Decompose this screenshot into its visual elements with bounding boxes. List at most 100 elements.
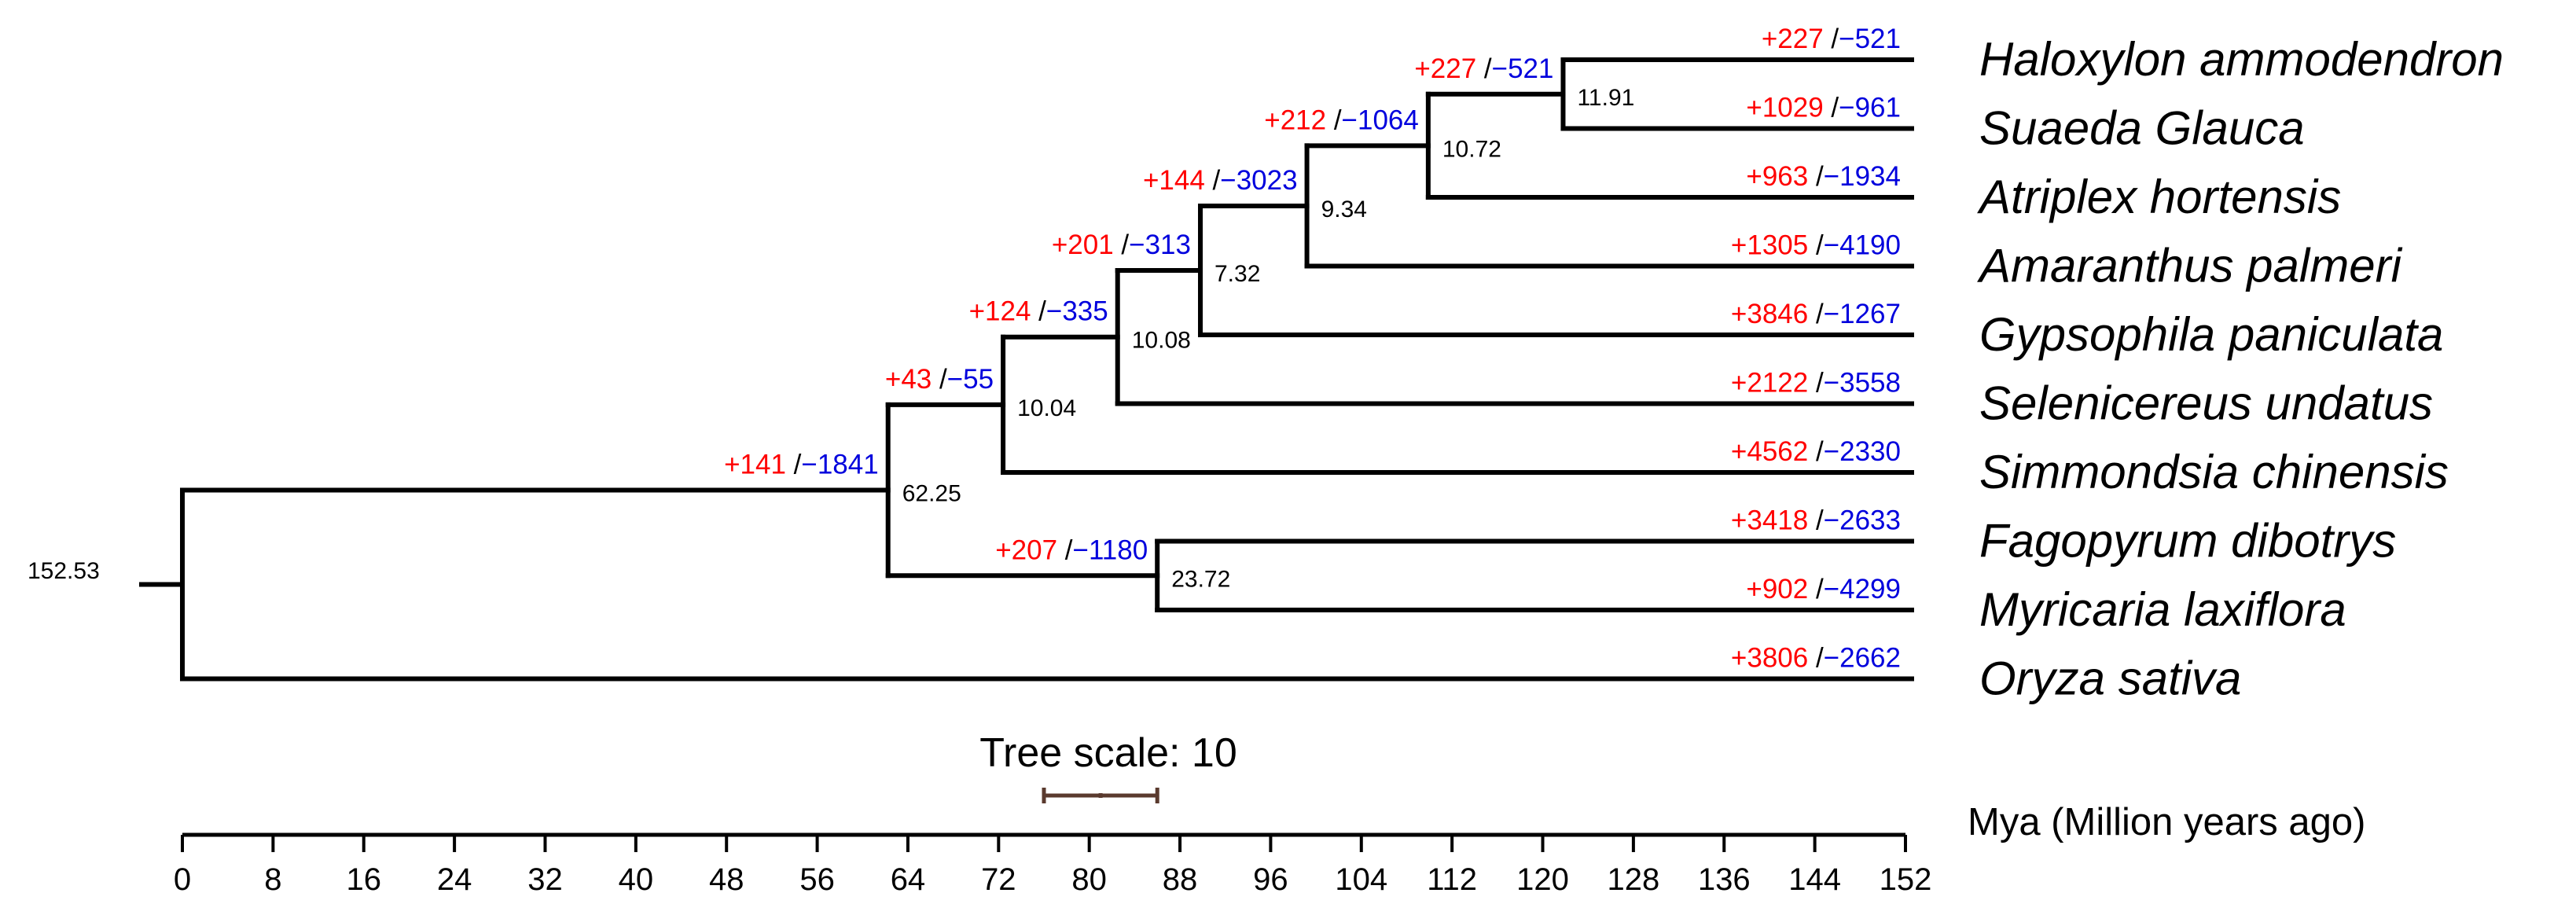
tip-event-label: +1029 /−961 bbox=[1746, 93, 1901, 123]
node-age-label: 10.72 bbox=[1442, 136, 1501, 162]
separator: / bbox=[786, 450, 802, 480]
separator: / bbox=[1824, 24, 1839, 54]
axis-tick-label: 96 bbox=[1253, 862, 1288, 897]
time-axis: Mya (Million years ago) 0 8 16 24 32 40 48 56 64… bbox=[174, 801, 2366, 897]
separator: / bbox=[1808, 161, 1824, 192]
axis-tick-label: 24 bbox=[437, 862, 472, 897]
taxon-label: Atriplex hortensis bbox=[1977, 171, 2341, 223]
gain-count: +207 bbox=[995, 535, 1057, 565]
time-axis-title: Mya (Million years ago) bbox=[1968, 801, 2366, 843]
tip-event-label: +4562 /−2330 bbox=[1731, 436, 1901, 467]
loss-count: −961 bbox=[1839, 93, 1901, 123]
gain-count: +227 bbox=[1762, 24, 1824, 54]
taxon-label: Selenicereus undatus bbox=[1979, 377, 2433, 430]
axis-tick-label: 136 bbox=[1698, 862, 1751, 897]
taxon-label: Amaranthus palmeri bbox=[1977, 240, 2403, 292]
loss-count: −1267 bbox=[1824, 299, 1901, 329]
gain-count: +3846 bbox=[1731, 299, 1808, 329]
gain-count: +43 bbox=[885, 364, 932, 395]
node-age-label: 7.32 bbox=[1215, 261, 1260, 287]
taxon-label: Haloxylon ammodendron bbox=[1979, 33, 2504, 86]
tip-event-label: +1305 /−4190 bbox=[1731, 230, 1901, 261]
branch-event-label: +207 /−1180 bbox=[995, 535, 1148, 565]
separator: / bbox=[1476, 53, 1492, 84]
tree-scale: Tree scale: 10 bbox=[979, 730, 1237, 803]
gain-count: +1305 bbox=[1731, 230, 1808, 261]
axis-tick-label: 64 bbox=[891, 862, 926, 897]
axis-tick-label: 0 bbox=[174, 862, 191, 897]
axis-tick-label: 48 bbox=[709, 862, 744, 897]
tree-scale-label: Tree scale: 10 bbox=[979, 730, 1237, 776]
loss-count: −335 bbox=[1046, 296, 1108, 327]
loss-count: −3023 bbox=[1220, 165, 1297, 196]
gain-count: +1029 bbox=[1746, 93, 1823, 123]
branch-event-label: +201 /−313 bbox=[1052, 230, 1191, 260]
loss-count: −1841 bbox=[801, 450, 878, 480]
gain-count: +3418 bbox=[1731, 505, 1808, 536]
axis-tick-label: 72 bbox=[981, 862, 1016, 897]
node-age-label: 10.04 bbox=[1017, 395, 1076, 421]
axis-tick-label: 80 bbox=[1071, 862, 1107, 897]
tip-event-label: +3806 /−2662 bbox=[1731, 643, 1901, 674]
separator: / bbox=[1808, 436, 1824, 467]
separator: / bbox=[1205, 165, 1221, 196]
loss-count: −313 bbox=[1129, 230, 1191, 260]
branch-event-label: +212 /−1064 bbox=[1264, 105, 1419, 135]
separator: / bbox=[1824, 93, 1839, 123]
axis-tick-label: 104 bbox=[1335, 862, 1387, 897]
separator: / bbox=[1326, 105, 1342, 135]
tip-event-label: +2122 /−3558 bbox=[1731, 368, 1901, 399]
gain-count: +212 bbox=[1264, 105, 1326, 135]
separator: / bbox=[1808, 643, 1824, 674]
node-age-label: 11.91 bbox=[1577, 85, 1634, 111]
gain-count: +124 bbox=[969, 296, 1031, 327]
tip-event-label: +902 /−4299 bbox=[1746, 574, 1901, 604]
tip-event-label: +3418 /−2633 bbox=[1731, 505, 1901, 536]
gain-count: +201 bbox=[1052, 230, 1114, 260]
tree-branches bbox=[139, 57, 1914, 682]
gain-count: +144 bbox=[1143, 165, 1205, 196]
axis-tick-label: 56 bbox=[799, 862, 835, 897]
axis-tick-label: 144 bbox=[1788, 862, 1841, 897]
branch-event-label: +141 /−1841 bbox=[724, 450, 879, 480]
separator: / bbox=[1808, 574, 1824, 604]
loss-count: −2633 bbox=[1824, 505, 1901, 536]
separator: / bbox=[1031, 296, 1046, 327]
taxon-label: Oryza sativa bbox=[1979, 652, 2241, 705]
axis-tick-label: 112 bbox=[1427, 862, 1477, 897]
axis-tick-label: 40 bbox=[619, 862, 654, 897]
node-age-label: 62.25 bbox=[902, 481, 961, 507]
axis-tick-label: 120 bbox=[1516, 862, 1569, 897]
branch-event-label: +43 /−55 bbox=[885, 364, 994, 395]
separator: / bbox=[932, 364, 947, 395]
taxon-label: Myricaria laxiflora bbox=[1979, 583, 2346, 636]
gain-count: +227 bbox=[1414, 53, 1476, 84]
axis-tick-label: 16 bbox=[346, 862, 381, 897]
loss-count: −2662 bbox=[1824, 643, 1901, 674]
node-age-label: 23.72 bbox=[1171, 566, 1230, 592]
separator: / bbox=[1114, 230, 1130, 260]
root-age-label: 152.53 bbox=[28, 558, 100, 584]
loss-count: −3558 bbox=[1824, 368, 1901, 399]
separator: / bbox=[1057, 535, 1073, 565]
axis-tick-label: 88 bbox=[1163, 862, 1198, 897]
separator: / bbox=[1808, 368, 1824, 399]
loss-count: −521 bbox=[1492, 53, 1554, 84]
gene-family-events: +141 /−1841+43 /−55+124 /−335+201 /−313+… bbox=[724, 24, 1901, 674]
axis-tick-label: 8 bbox=[264, 862, 281, 897]
taxon-label: Simmondsia chinensis bbox=[1979, 446, 2449, 498]
loss-count: −1934 bbox=[1824, 161, 1901, 192]
tip-event-label: +963 /−1934 bbox=[1746, 161, 1901, 192]
branch-event-label: +144 /−3023 bbox=[1143, 165, 1298, 196]
tip-event-label: +3846 /−1267 bbox=[1731, 299, 1901, 329]
taxon-labels: Haloxylon ammodendron Suaeda Glauca Atripl… bbox=[1977, 33, 2504, 705]
loss-count: −4190 bbox=[1824, 230, 1901, 261]
axis-tick-label: 152 bbox=[1880, 862, 1932, 897]
gain-count: +141 bbox=[724, 450, 786, 480]
loss-count: −55 bbox=[947, 364, 994, 395]
gain-count: +4562 bbox=[1731, 436, 1808, 467]
gain-count: +902 bbox=[1746, 574, 1808, 604]
axis-tick-label: 32 bbox=[527, 862, 563, 897]
taxon-label: Gypsophila paniculata bbox=[1979, 308, 2443, 361]
tip-event-label: +227 /−521 bbox=[1762, 24, 1901, 54]
